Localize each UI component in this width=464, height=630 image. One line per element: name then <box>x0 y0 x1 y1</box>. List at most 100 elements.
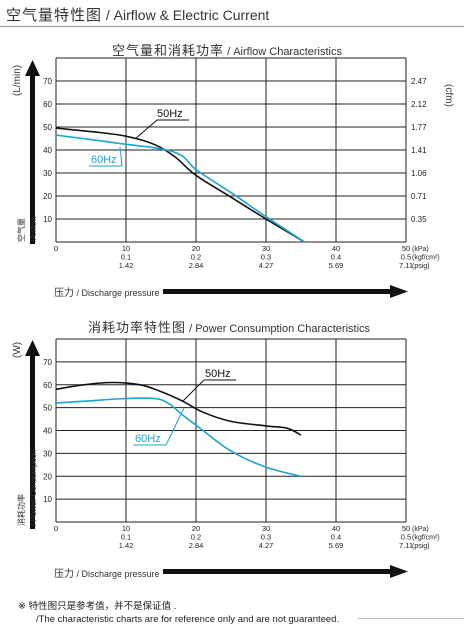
power-xtick-label: 0.5 <box>401 533 411 542</box>
airflow-xtick-label: 1.42 <box>119 261 134 270</box>
page-heading-en: / Airflow & Electric Current <box>105 7 270 23</box>
disclaimer-line-cn: ※ 特性图只是参考值，并不是保证值 . <box>18 601 177 612</box>
power-xtick-label: 20 <box>192 524 200 533</box>
airflow-xtick-label: 7.11 <box>399 261 413 270</box>
power-series-60hz-line <box>55 397 302 478</box>
airflow-ytick-label: 70 <box>43 77 52 86</box>
power-xtick-label: 5.69 <box>329 541 344 550</box>
airflow-xtick-label: 10 <box>122 244 130 253</box>
power-chart-title: 消耗功率特性图 / Power Consumption Characterist… <box>88 317 370 336</box>
airflow-ylabel-units: (L/min) <box>12 65 23 96</box>
disclaimer-line-en: /The characteristic charts are for refer… <box>36 614 340 625</box>
power-series-label-leader <box>165 407 185 446</box>
page-heading: 空气量特性图 / Airflow & Electric Current <box>6 4 269 25</box>
airflow-chart-title-cn: 空气量和消耗功率 <box>112 43 225 58</box>
airflow-xtick-label: 0.5 <box>401 253 411 262</box>
airflow-series-60hz-line <box>55 134 305 243</box>
page-heading-cn: 空气量特性图 <box>6 7 103 24</box>
airflow-ytick-label: 20 <box>43 192 52 201</box>
power-xunit-label: (kgf/cm²) <box>412 535 440 542</box>
airflow-xtick-label: 0.1 <box>121 253 131 262</box>
airflow-xtick-label: 4.27 <box>259 261 274 270</box>
power-ytick-label: 20 <box>43 472 52 481</box>
airflow-y2tick-label: 1.77 <box>411 123 427 132</box>
airflow-series-label-leader <box>119 146 123 167</box>
airflow-y2tick-label: 1.41 <box>411 146 427 155</box>
power-xunit-label: (kPa) <box>412 526 429 533</box>
airflow-chart-title-en: / Airflow Characteristics <box>227 46 342 58</box>
power-series-label-60hz: 60Hz <box>135 433 161 445</box>
airflow-y2tick-label: 0.71 <box>411 192 427 201</box>
power-ytick-label: 60 <box>43 381 52 390</box>
power-xtick-label: 50 <box>402 524 410 533</box>
airflow-pressure-label-en: / Discharge pressure <box>76 288 160 298</box>
airflow-ytick-label: 30 <box>43 169 52 178</box>
power-xtick-label: 0 <box>54 524 58 533</box>
airflow-ylabel-cn: 空气量 <box>16 218 26 242</box>
airflow-xunit-label: (kPa) <box>412 246 429 253</box>
airflow-xtick-label: 0.3 <box>261 253 271 262</box>
power-xtick-label: 40 <box>332 524 340 533</box>
airflow-xtick-label: 2.84 <box>189 261 204 270</box>
airflow-y2tick-label: 2.12 <box>411 100 427 109</box>
power-ytick-label: 10 <box>43 495 52 504</box>
airflow-y2tick-label: 1.06 <box>411 169 427 178</box>
airflow-y-arrow <box>25 60 40 244</box>
airflow-xtick-label: 30 <box>262 244 270 253</box>
power-ytick-label: 30 <box>43 449 52 458</box>
power-xtick-label: 0.3 <box>261 533 271 542</box>
airflow-ytick-label: 40 <box>43 146 52 155</box>
airflow-pressure-label-cn: 压力 <box>54 288 74 299</box>
power-xtick-label: 2.84 <box>189 541 204 550</box>
power-xtick-label: 0.4 <box>331 533 341 542</box>
power-xtick-label: 7.11 <box>399 541 413 550</box>
power-pressure-label-cn: 压力 <box>54 569 74 580</box>
airflow-ytick-label: 50 <box>43 123 52 132</box>
power-series-50hz-line <box>55 381 302 436</box>
power-xunit-label: (psig) <box>412 543 430 550</box>
power-ylabel-units: (W) <box>12 342 23 358</box>
power-ylabel-en: / Power Consumption <box>29 450 38 526</box>
airflow-series-50hz-line <box>55 127 305 243</box>
airflow-chart-title: 空气量和消耗功率 / Airflow Characteristics <box>112 40 342 59</box>
airflow-pressure-arrow <box>163 285 408 298</box>
power-series-label-50hz: 50Hz <box>205 368 231 380</box>
airflow-xtick-label: 20 <box>192 244 200 253</box>
footer-divider <box>358 618 464 619</box>
power-ylabel-cn: 消耗功率 <box>16 494 26 526</box>
airflow-xtick-label: 0.2 <box>191 253 201 262</box>
power-series-label-leader <box>181 379 205 403</box>
airflow-y2label-units: (cfm) <box>443 84 454 107</box>
power-ytick-label: 50 <box>43 404 52 413</box>
power-xtick-label: 1.42 <box>119 541 134 550</box>
power-xtick-label: 30 <box>262 524 270 533</box>
power-xtick-label: 10 <box>122 524 130 533</box>
airflow-series-label-60hz: 60Hz <box>91 154 117 166</box>
disclaimer-note: ※ 特性图只是参考值，并不是保证值 . /The characteristic … <box>18 600 339 626</box>
power-ytick-label: 70 <box>43 358 52 367</box>
power-y-arrow <box>25 340 40 529</box>
airflow-y2tick-label: 0.35 <box>411 215 427 224</box>
power-xtick-label: 4.27 <box>259 541 274 550</box>
airflow-series-label-50hz: 50Hz <box>157 108 183 120</box>
power-pressure-label-en: / Discharge pressure <box>76 569 160 579</box>
airflow-series-label-leader <box>134 119 158 140</box>
airflow-xtick-label: 0.4 <box>331 253 341 262</box>
airflow-ytick-label: 10 <box>43 215 52 224</box>
airflow-xunit-label: (kgf/cm²) <box>412 255 440 262</box>
airflow-xunit-label: (psig) <box>412 263 430 270</box>
airflow-pressure-label: 压力 / Discharge pressure <box>54 284 160 299</box>
airflow-chart: 10 20 30 40 50 60 70 0.35 0.71 1.06 1.41 1.77 2.12 2.… <box>43 57 440 270</box>
power-chart-title-en: / Power Consumption Characteristics <box>189 323 371 335</box>
heading-divider <box>0 26 464 27</box>
airflow-xtick-label: 50 <box>402 244 410 253</box>
power-pressure-arrow <box>163 565 408 578</box>
power-chart-title-cn: 消耗功率特性图 <box>88 320 187 335</box>
power-ytick-label: 40 <box>43 427 52 436</box>
airflow-y2tick-label: 2.47 <box>411 77 427 86</box>
power-pressure-label: 压力 / Discharge pressure <box>54 565 160 580</box>
airflow-xtick-label: 5.69 <box>329 261 344 270</box>
